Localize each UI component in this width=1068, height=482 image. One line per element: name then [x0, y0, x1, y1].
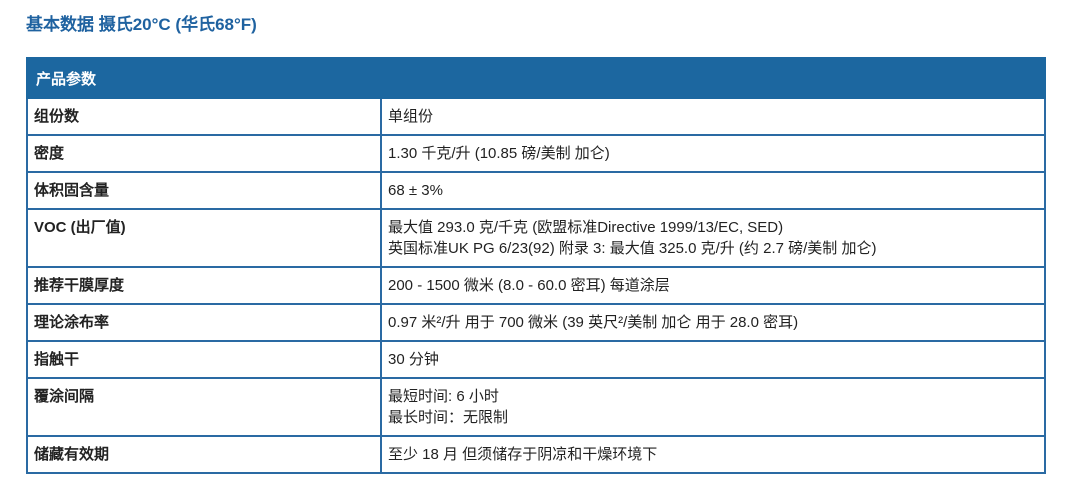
table-row: 储藏有效期 至少 18 月 但须储存于阴凉和干燥环境下: [26, 435, 1046, 474]
row-label: 组份数: [26, 97, 382, 136]
row-label: 覆涂间隔: [26, 377, 382, 437]
row-label: VOC (出厂值): [26, 208, 382, 268]
row-label: 理论涂布率: [26, 303, 382, 342]
value-line: 单组份: [388, 108, 434, 125]
value-line: 30 分钟: [388, 351, 439, 368]
row-label: 指触干: [26, 340, 382, 379]
table-row: VOC (出厂值) 最大值 293.0 克/千克 (欧盟标准Directive 1…: [26, 208, 1046, 268]
table-row: 组份数 单组份: [26, 97, 1046, 136]
row-label: 密度: [26, 134, 382, 173]
row-value: 至少 18 月 但须储存于阴凉和干燥环境下: [380, 435, 1046, 474]
value-line: 1.30 千克/升 (10.85 磅/美制 加仑): [388, 145, 610, 162]
value-line: 68 ± 3%: [388, 182, 443, 199]
table-header: 产品参数: [26, 57, 1046, 99]
row-label: 推荐干膜厚度: [26, 266, 382, 305]
row-value: 200 - 1500 微米 (8.0 - 60.0 密耳) 每道涂层: [380, 266, 1046, 305]
value-line: 0.97 米²/升 用于 700 微米 (39 英尺²/美制 加仑 用于 28.…: [388, 314, 799, 331]
row-value: 最大值 293.0 克/千克 (欧盟标准Directive 1999/13/EC…: [380, 208, 1046, 268]
value-line: 最大值 293.0 克/千克 (欧盟标准Directive 1999/13/EC…: [388, 219, 784, 236]
page-title: 基本数据 摄氏20°C (华氏68°F): [26, 15, 257, 34]
value-line: 最长时间：无限制: [388, 409, 509, 426]
row-label: 储藏有效期: [26, 435, 382, 474]
value-line: 英国标准UK PG 6/23(92) 附录 3: 最大值 325.0 克/升 (…: [388, 240, 877, 257]
table-row: 指触干 30 分钟: [26, 340, 1046, 379]
row-label: 体积固含量: [26, 171, 382, 210]
row-value: 30 分钟: [380, 340, 1046, 379]
row-value: 最短时间: 6 小时 最长时间：无限制: [380, 377, 1046, 437]
table-row: 推荐干膜厚度 200 - 1500 微米 (8.0 - 60.0 密耳) 每道涂层: [26, 266, 1046, 305]
row-value: 0.97 米²/升 用于 700 微米 (39 英尺²/美制 加仑 用于 28.…: [380, 303, 1046, 342]
row-value: 单组份: [380, 97, 1046, 136]
value-line: 200 - 1500 微米 (8.0 - 60.0 密耳) 每道涂层: [388, 277, 670, 294]
table-row: 覆涂间隔 最短时间: 6 小时 最长时间：无限制: [26, 377, 1046, 437]
table-row: 密度 1.30 千克/升 (10.85 磅/美制 加仑): [26, 134, 1046, 173]
table-row: 体积固含量 68 ± 3%: [26, 171, 1046, 210]
product-parameters-table: 产品参数 组份数 单组份 密度 1.30 千克/升 (10.85 磅/美制 加仑) 体积…: [26, 57, 1046, 474]
value-line: 最短时间: 6 小时: [388, 388, 499, 405]
row-value: 68 ± 3%: [380, 171, 1046, 210]
row-value: 1.30 千克/升 (10.85 磅/美制 加仑): [380, 134, 1046, 173]
value-line: 至少 18 月 但须储存于阴凉和干燥环境下: [388, 446, 658, 463]
table-row: 理论涂布率 0.97 米²/升 用于 700 微米 (39 英尺²/美制 加仑 用…: [26, 303, 1046, 342]
